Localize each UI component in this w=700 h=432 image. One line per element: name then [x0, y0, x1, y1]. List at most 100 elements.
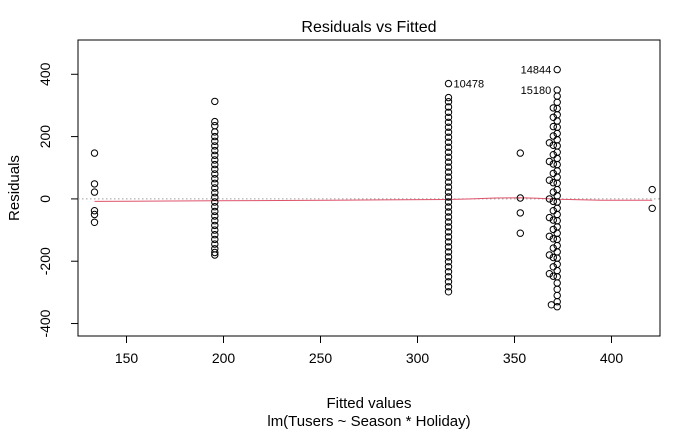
point-label: 14844: [521, 65, 552, 77]
residual-point: [553, 279, 561, 287]
residual-point: [211, 231, 219, 239]
residual-point: [547, 301, 556, 309]
residual-point: [549, 225, 557, 234]
residual-point: [553, 136, 561, 144]
y-tick-label: 0: [37, 195, 53, 203]
residual-point: [444, 79, 453, 88]
residual-point: [444, 123, 453, 131]
x-axis: 150 200 250 300 350 400: [115, 335, 623, 366]
residual-point: [211, 189, 219, 197]
residual-point: [211, 132, 219, 141]
residual-point: [516, 194, 524, 202]
residual-point: [211, 122, 219, 130]
residual-point: [90, 180, 99, 188]
y-tick-label: 200: [37, 125, 53, 149]
residual-point: [444, 228, 453, 236]
residual-point: [211, 184, 219, 192]
residual-point: [211, 207, 219, 216]
residual-point: [549, 160, 557, 168]
x-tick-label: 200: [212, 350, 236, 366]
residual-point: [549, 122, 557, 131]
residual-point: [553, 266, 561, 275]
residual-point: [211, 221, 219, 230]
residual-point: [211, 142, 219, 150]
residual-point: [553, 154, 561, 163]
residual-point: [444, 208, 453, 216]
residual-point: [211, 128, 219, 136]
residual-point: [549, 263, 557, 271]
residual-point: [549, 113, 557, 122]
residual-point: [553, 248, 561, 256]
residual-point: [549, 169, 557, 178]
residual-point: [444, 263, 453, 271]
residual-point: [553, 291, 561, 300]
residual-point: [211, 117, 219, 126]
residual-point: [211, 235, 219, 244]
residual-point: [444, 178, 453, 186]
residual-point: [545, 270, 554, 278]
residual-point: [444, 253, 453, 261]
residual-point: [211, 151, 219, 160]
residual-point: [211, 156, 219, 164]
residual-point: [444, 98, 453, 106]
residual-point: [90, 188, 99, 196]
residual-point: [211, 248, 219, 257]
residual-point: [444, 188, 453, 196]
residual-point: [444, 218, 453, 226]
residual-point: [444, 108, 453, 117]
residual-point: [211, 240, 219, 248]
residual-point: [549, 244, 557, 252]
point-label: 15180: [521, 85, 552, 97]
residual-point: [211, 175, 219, 183]
residual-point: [545, 195, 554, 203]
residual-point: [553, 86, 561, 94]
residual-point: [648, 204, 656, 213]
x-tick-label: 250: [309, 350, 333, 366]
residual-point: [211, 137, 219, 146]
y-tick-label: -200: [37, 247, 53, 275]
residual-point: [553, 210, 561, 219]
residual-point: [545, 232, 554, 241]
residual-point: [444, 273, 453, 281]
residual-point: [549, 104, 557, 112]
residual-point: [549, 132, 557, 140]
residual-point: [444, 283, 453, 291]
x-tick-label: 150: [115, 350, 139, 366]
residual-point: [211, 193, 219, 202]
residual-point: [444, 158, 453, 166]
residual-point: [549, 207, 557, 215]
residual-point: [444, 233, 453, 241]
residual-point: [549, 188, 557, 196]
residual-point: [444, 103, 453, 111]
residual-point: [516, 149, 524, 157]
residual-point: [549, 179, 557, 187]
residual-point: [444, 278, 453, 286]
chart-title: Residuals vs Fitted: [301, 19, 436, 36]
x-axis-label: Fitted values: [326, 395, 411, 412]
residual-point: [211, 160, 219, 169]
residual-point: [211, 203, 219, 211]
residual-point: [545, 251, 554, 259]
residual-point: [90, 210, 99, 219]
residual-point: [444, 183, 453, 191]
residual-point: [444, 93, 453, 102]
residual-point: [444, 148, 453, 156]
residual-point: [516, 229, 524, 237]
y-axis: -400 -200 0 200 400: [37, 62, 79, 338]
residual-point: [549, 197, 557, 206]
residual-point: [545, 213, 554, 222]
residual-point: [648, 185, 656, 194]
residual-point: [553, 92, 561, 100]
residual-point: [90, 207, 99, 215]
residual-point: [553, 98, 561, 107]
residual-point: [516, 209, 524, 217]
residual-point: [444, 163, 453, 171]
residual-point: [444, 223, 453, 231]
residual-point: [444, 193, 453, 201]
residual-point: [444, 268, 453, 276]
residual-point: [553, 298, 561, 306]
point-label: 10478: [454, 79, 485, 91]
residual-point: [545, 139, 554, 147]
residual-point: [553, 192, 561, 200]
residual-point: [211, 217, 219, 225]
